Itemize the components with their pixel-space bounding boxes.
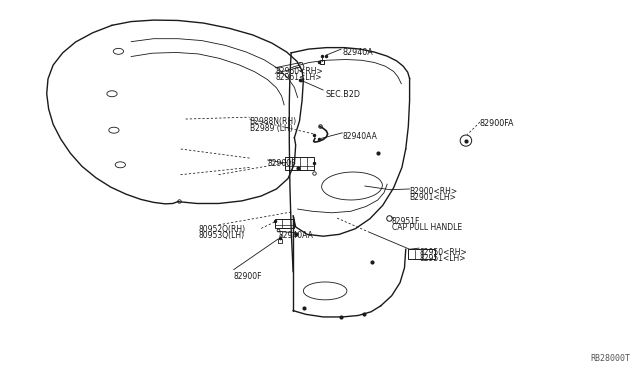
Text: 82951F: 82951F <box>392 217 420 225</box>
Text: 80953Q(LH): 80953Q(LH) <box>198 231 244 240</box>
Text: 82900F: 82900F <box>234 272 262 280</box>
Text: 82951<LH>: 82951<LH> <box>419 254 466 263</box>
Text: 82900FA: 82900FA <box>480 119 515 128</box>
Text: 82940A: 82940A <box>342 48 373 57</box>
Text: B2989 (LH): B2989 (LH) <box>250 124 292 132</box>
Text: SEC.B2D: SEC.B2D <box>325 90 360 99</box>
Text: 82950<RH>: 82950<RH> <box>419 248 467 257</box>
Text: 80952Q(RH): 80952Q(RH) <box>198 225 246 234</box>
Text: B2900<RH>: B2900<RH> <box>410 187 458 196</box>
Text: 82961<LH>: 82961<LH> <box>275 73 322 82</box>
Text: B2988N(RH): B2988N(RH) <box>250 117 297 126</box>
Text: B2901<LH>: B2901<LH> <box>410 193 456 202</box>
Text: 82960<RH>: 82960<RH> <box>275 67 323 76</box>
Text: 82900F: 82900F <box>268 159 296 168</box>
Text: 82940AA: 82940AA <box>342 132 377 141</box>
Text: CAP PULL HANDLE: CAP PULL HANDLE <box>392 223 462 232</box>
Text: 82940AA: 82940AA <box>278 231 313 240</box>
Text: RB28000T: RB28000T <box>590 354 630 363</box>
